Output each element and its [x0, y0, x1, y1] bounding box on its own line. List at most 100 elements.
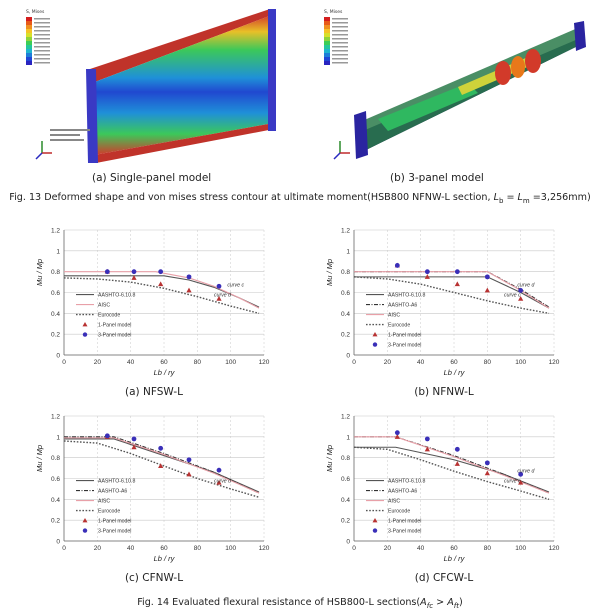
panel-caption: (c) CFNW-L — [125, 572, 183, 583]
legend-value — [332, 46, 348, 48]
legend-value — [34, 18, 50, 20]
svg-text:S, Mises: S, Mises — [324, 9, 343, 15]
stress-legend-left: S, Mises — [26, 9, 50, 65]
data-point — [518, 295, 524, 301]
fem-image-single-panel: S, Mises — [20, 3, 280, 163]
y-axis-label: Mu / Mp — [325, 445, 334, 472]
beam-3-panel — [354, 21, 586, 159]
legend-value — [34, 50, 50, 52]
legend-marker — [82, 517, 88, 523]
x-tick-label: 60 — [160, 545, 168, 552]
x-tick-label: 80 — [194, 545, 202, 552]
legend-label: Eurocode — [98, 313, 120, 319]
legend-value — [332, 42, 348, 44]
legend-label: 3-Panel model — [98, 529, 131, 535]
fem-annotation-left — [50, 129, 90, 141]
x-tick-label: 20 — [384, 359, 392, 366]
legend-swatch — [26, 33, 32, 37]
y-tick-label: 0.6 — [51, 476, 60, 483]
chart-panel-b: 0 0.2 0.4 0.6 0.8 1 1.2 0 20 40 60 80 100 120 Lb / ry M… — [312, 222, 582, 398]
legend-label: 3-Panel model — [388, 529, 421, 535]
legend-value — [332, 22, 348, 24]
x-tick-label: 60 — [450, 359, 458, 366]
data-point — [454, 281, 460, 287]
y-tick-label: 0 — [346, 539, 350, 546]
legend-label: 3-Panel model — [98, 333, 131, 339]
data-point — [216, 283, 222, 289]
curve-annotation: curve d — [214, 479, 232, 485]
chart-cfnw-l: 0 0.2 0.4 0.6 0.8 1 1.2 0 20 40 60 80 100 120 Lb / ry M… — [35, 414, 270, 584]
y-tick-label: 0.6 — [341, 476, 350, 483]
x-tick-label: 80 — [194, 359, 202, 366]
curve-annotation: curve d — [517, 468, 535, 474]
x-tick-label: 80 — [484, 545, 492, 552]
chart-panel-c: 0 0.2 0.4 0.6 0.8 1 1.2 0 20 40 60 80 100 120 Lb / ry M… — [22, 408, 292, 584]
legend-label: AASHTO-A6 — [388, 303, 417, 309]
curve-annotation: curve d — [214, 293, 232, 299]
legend-swatch — [26, 57, 32, 61]
legend-marker — [372, 331, 378, 337]
series-line — [354, 436, 550, 494]
data-point — [131, 444, 137, 450]
x-tick-label: 100 — [225, 359, 236, 366]
x-axis-label: Lb / ry — [154, 368, 176, 377]
x-tick-label: 120 — [549, 545, 560, 552]
data-point — [131, 436, 137, 442]
series-line — [63, 440, 260, 498]
legend-value — [34, 54, 50, 56]
data-point — [186, 287, 192, 293]
data-point — [518, 288, 524, 293]
curve-annotation: curve c — [227, 282, 244, 288]
legend-marker — [372, 517, 378, 523]
series-line — [63, 277, 260, 315]
series-line — [64, 436, 260, 494]
x-tick-label: 0 — [62, 359, 66, 366]
data-point — [104, 433, 110, 439]
x-tick-label: 20 — [94, 545, 102, 552]
legend-swatch — [26, 49, 32, 53]
y-axis-label: Mu / Mp — [35, 259, 44, 286]
x-tick-label: 40 — [417, 545, 425, 552]
y-tick-label: 0.4 — [341, 497, 350, 504]
panel-caption: (a) NFSW-L — [125, 386, 183, 397]
panel-caption: (b) NFNW-L — [414, 386, 474, 397]
curve-annotation: curve c — [504, 479, 521, 485]
y-tick-label: 1.2 — [341, 414, 350, 421]
data-point — [394, 434, 400, 439]
legend-value — [34, 22, 50, 24]
y-tick-label: 0.8 — [341, 269, 350, 276]
legend-label: AISC — [98, 303, 110, 309]
legend-label: AASHTO-A6 — [388, 489, 417, 495]
data-point — [216, 467, 222, 473]
data-point — [158, 463, 164, 468]
legend-label: AASHTO-6.10.8 — [98, 479, 136, 485]
series-line — [353, 276, 550, 315]
data-point — [518, 471, 524, 477]
curve-annotation: curve c — [504, 293, 521, 299]
legend-value — [332, 54, 348, 56]
fig14-caption: Fig. 14 Evaluated flexural resistance of… — [137, 597, 463, 610]
data-point — [131, 275, 137, 280]
legend-value — [332, 26, 348, 28]
data-point — [131, 269, 137, 275]
legend-value — [34, 30, 50, 32]
x-tick-label: 60 — [450, 545, 458, 552]
series-line — [354, 446, 550, 493]
legend-label: AASHTO-A6 — [98, 489, 127, 495]
data-point — [158, 281, 164, 287]
data-point — [424, 269, 430, 275]
legend-swatch — [26, 25, 32, 29]
y-tick-label: 0 — [56, 353, 60, 360]
data-point — [216, 479, 222, 485]
y-tick-label: 0 — [346, 353, 350, 360]
data-point — [484, 287, 490, 293]
legend-swatch — [324, 37, 330, 41]
y-tick-label: 0.6 — [51, 290, 60, 297]
legend-label: AASHTO-6.10.8 — [98, 293, 136, 299]
legend-value — [34, 42, 50, 44]
series-line — [64, 437, 260, 494]
x-tick-label: 20 — [94, 359, 102, 366]
data-point — [394, 430, 400, 436]
chart-nfnw-l: 0 0.2 0.4 0.6 0.8 1 1.2 0 20 40 60 80 100 120 Lb / ry M… — [325, 228, 560, 398]
y-tick-label: 0.4 — [341, 311, 350, 318]
